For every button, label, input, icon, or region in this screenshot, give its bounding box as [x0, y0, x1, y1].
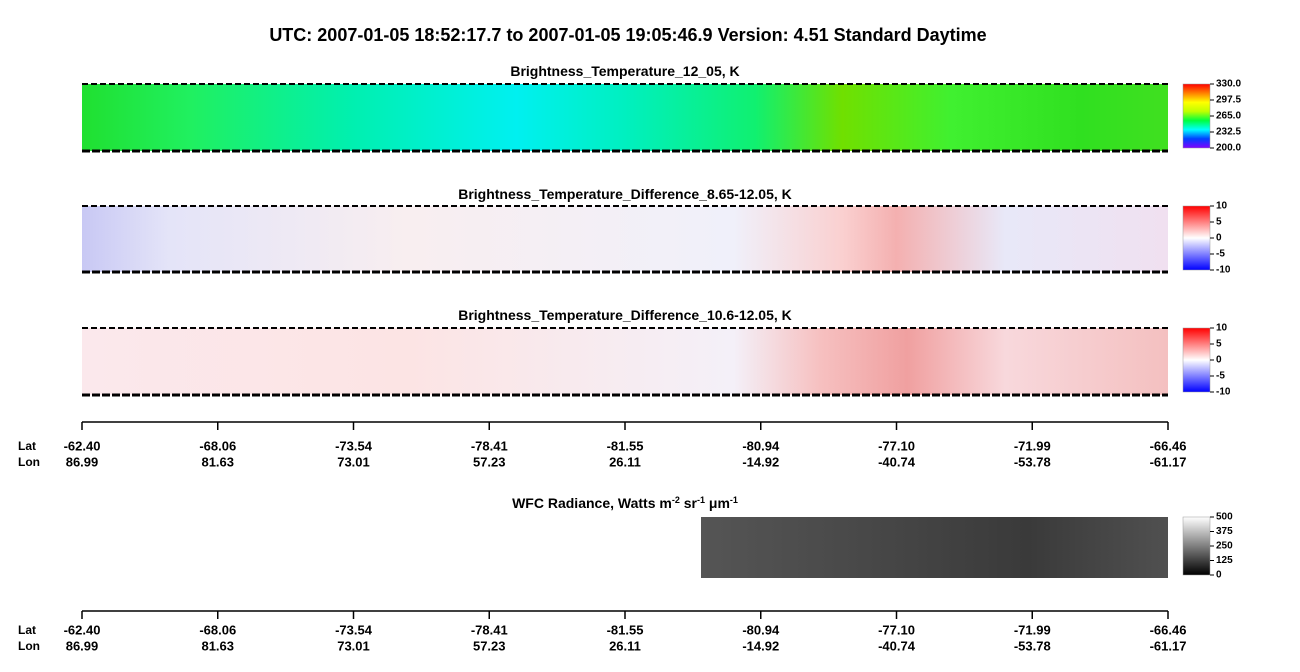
colorbar-label: -5 — [1216, 249, 1225, 260]
title-part: Brightness_Temperature_Difference_8.65-1… — [458, 186, 792, 202]
lat-label: -77.10 — [878, 622, 915, 637]
colorbar-label: -5 — [1216, 371, 1225, 382]
title-part: Brightness_Temperature_12_05, K — [510, 63, 739, 79]
lat-label: -73.54 — [335, 622, 373, 637]
lat-label: -68.06 — [199, 622, 236, 637]
image-strip — [701, 517, 1168, 578]
lon-label: 81.63 — [201, 638, 234, 653]
lon-label: -14.92 — [742, 454, 779, 469]
colorbar-label: 0 — [1216, 355, 1222, 366]
lat-label: -80.94 — [742, 622, 780, 637]
lon-label: -61.17 — [1150, 454, 1187, 469]
title-part: WFC Radiance, Watts m — [512, 495, 672, 511]
lat-label: -68.06 — [199, 438, 236, 453]
colorbar-label: 5 — [1216, 217, 1222, 228]
image-strip — [82, 206, 1168, 272]
colorbar-label: 232.5 — [1216, 127, 1241, 138]
title-part: sr — [680, 495, 698, 511]
panel-title: Brightness_Temperature_Difference_10.6-1… — [458, 307, 792, 323]
lon-name: Lon — [18, 639, 40, 653]
lon-label: -14.92 — [742, 638, 779, 653]
lat-label: -62.40 — [64, 622, 101, 637]
lat-label: -78.41 — [471, 622, 508, 637]
colorbar-label: 10 — [1216, 201, 1228, 212]
title-part: Brightness_Temperature_Difference_10.6-1… — [458, 307, 792, 323]
colorbar-label: 0 — [1216, 233, 1222, 244]
lat-label: -77.10 — [878, 438, 915, 453]
lon-label: 26.11 — [609, 638, 641, 653]
lon-label: -40.74 — [878, 638, 916, 653]
panel-title: WFC Radiance, Watts m-2 sr-1 μm-1 — [512, 495, 738, 511]
lat-label: -78.41 — [471, 438, 508, 453]
colorbar — [1182, 327, 1211, 393]
lat-label: -71.99 — [1014, 438, 1051, 453]
colorbar-label: 0 — [1216, 570, 1222, 581]
lon-label: 57.23 — [473, 638, 506, 653]
superscript: -2 — [672, 495, 680, 505]
superscript: -1 — [697, 495, 705, 505]
image-strip — [82, 328, 1168, 395]
title-part: μm — [705, 495, 730, 511]
colorbar-label: 330.0 — [1216, 79, 1241, 90]
colorbar-label: 265.0 — [1216, 111, 1241, 122]
lon-label: -40.74 — [878, 454, 916, 469]
colorbar-label: 500 — [1216, 512, 1233, 523]
lat-label: -80.94 — [742, 438, 780, 453]
lat-label: -73.54 — [335, 438, 373, 453]
lon-label: -53.78 — [1014, 638, 1051, 653]
lon-label: 57.23 — [473, 454, 506, 469]
lon-label: -61.17 — [1150, 638, 1187, 653]
colorbar-label: 250 — [1216, 541, 1233, 552]
lon-label: -53.78 — [1014, 454, 1051, 469]
colorbar-label: 297.5 — [1216, 95, 1241, 106]
colorbar-label: 125 — [1216, 555, 1233, 566]
lon-label: 86.99 — [66, 638, 99, 653]
image-strip — [82, 84, 1168, 151]
colorbar — [1182, 83, 1211, 149]
lon-label: 73.01 — [337, 454, 370, 469]
panel-title: Brightness_Temperature_Difference_8.65-1… — [458, 186, 792, 202]
lat-name: Lat — [18, 623, 36, 637]
lat-label: -66.46 — [1150, 438, 1187, 453]
colorbar-label: 375 — [1216, 526, 1233, 537]
page-title: UTC: 2007-01-05 18:52:17.7 to 2007-01-05… — [269, 25, 986, 45]
lon-label: 81.63 — [201, 454, 234, 469]
colorbar — [1182, 205, 1211, 271]
lon-label: 26.11 — [609, 454, 641, 469]
lat-label: -81.55 — [607, 622, 644, 637]
colorbar-label: -10 — [1216, 387, 1231, 398]
lon-label: 73.01 — [337, 638, 370, 653]
colorbar-label: 200.0 — [1216, 143, 1241, 154]
superscript: -1 — [730, 495, 738, 505]
colorbar — [1182, 516, 1211, 576]
lat-label: -62.40 — [64, 438, 101, 453]
lon-label: 86.99 — [66, 454, 99, 469]
lat-name: Lat — [18, 439, 36, 453]
colorbar-label: 5 — [1216, 339, 1222, 350]
panel-title: Brightness_Temperature_12_05, K — [510, 63, 739, 79]
lat-label: -66.46 — [1150, 622, 1187, 637]
lat-label: -81.55 — [607, 438, 644, 453]
lon-name: Lon — [18, 455, 40, 469]
colorbar-label: -10 — [1216, 265, 1231, 276]
lat-label: -71.99 — [1014, 622, 1051, 637]
colorbar-label: 10 — [1216, 323, 1228, 334]
